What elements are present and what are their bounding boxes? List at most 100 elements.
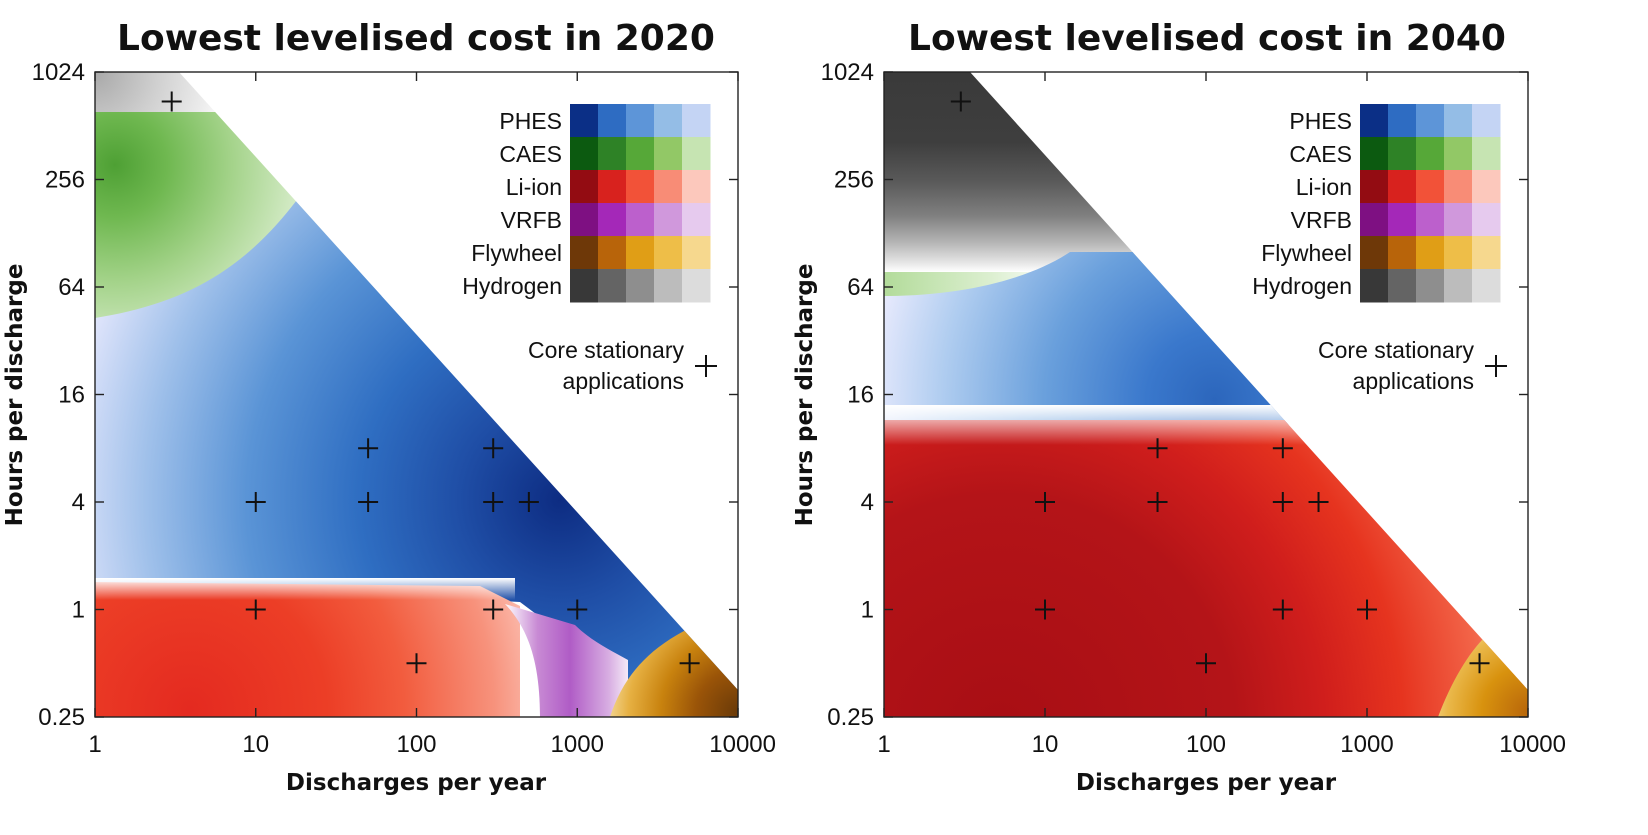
legend-swatch [1444,170,1473,204]
legend-label-vrfb: VRFB [501,207,562,233]
core-application-marker [483,438,504,459]
chart-title: Lowest levelised cost in 2020 [117,18,715,59]
core-application-marker [1357,599,1377,620]
legend-swatch [1444,203,1473,237]
x-tick-label: 10 [242,731,269,758]
legend-swatch [654,137,683,171]
legend-swatch [1388,269,1417,303]
core-application-marker [1469,653,1490,674]
legend-label-flywheel: Flywheel [471,240,562,266]
legend-swatch [598,269,627,303]
y-tick-label: 256 [834,167,874,194]
legend-swatch [654,269,683,303]
core-application-marker [950,91,971,112]
chart-title: Lowest levelised cost in 2040 [908,18,1506,59]
legend-swatch [626,203,655,237]
legend-cross-marker [695,355,717,377]
y-tick-label: 1024 [821,59,874,86]
y-tick-label: 256 [45,167,85,194]
legend-swatch [626,236,655,270]
legend-swatch [682,104,711,138]
y-tick-label: 0.25 [38,704,85,731]
legend-swatch [626,137,655,171]
y-tick-label: 1024 [32,59,85,86]
region-hydrogen [884,72,1144,272]
x-tick-label: 1 [877,731,890,758]
core-application-marker [406,653,427,674]
legend-swatch [626,104,655,138]
legend-swatch [1444,104,1473,138]
legend-swatch [598,203,627,237]
legend-swatch [1416,170,1445,204]
legend-swatch [654,203,683,237]
region-li-ion [95,582,520,717]
legend-label-caes: CAES [1289,141,1352,167]
legend-label-vrfb: VRFB [1291,207,1352,233]
x-tick-label: 1000 [1340,731,1393,758]
legend-core-line1: Core stationary [1318,337,1474,363]
y-tick-label: 64 [58,274,85,301]
legend-swatch [1444,269,1473,303]
legend-swatch [570,104,599,138]
core-application-marker [1147,438,1168,459]
legend: Core stationary applications PHES CAES Li-… [1252,104,1507,394]
legend-swatch [598,170,627,204]
legend-swatch [1416,104,1445,138]
legend-swatch [598,137,627,171]
y-axis-label: Hours per discharge [792,264,818,527]
legend-label-caes: CAES [499,141,562,167]
x-tick-label: 1000 [551,731,604,758]
legend-swatch [1416,203,1445,237]
legend-swatch [1360,104,1389,138]
legend-swatch [1388,170,1417,204]
li-ion-top-fade [95,578,515,600]
legend-swatch [1472,104,1501,138]
legend-core-line2: applications [563,368,684,394]
legend-label-hydrogen: Hydrogen [462,273,562,299]
legend-swatch [1416,269,1445,303]
core-application-marker [1035,492,1055,512]
legend-swatch [598,236,627,270]
core-application-marker [483,599,504,620]
legend-swatch [570,170,599,204]
legend-swatch [626,269,655,303]
region-phes [95,170,738,692]
x-axis-label: Discharges per year [286,770,547,796]
y-tick-label: 16 [847,382,874,409]
legend-swatch [1472,137,1501,171]
y-tick-label: 1 [72,597,85,624]
legend-swatch [1444,236,1473,270]
core-application-marker [1272,438,1293,459]
legend-swatch [682,236,711,270]
legend: Core stationary applications PHES CAES Li-… [462,104,717,394]
legend-swatch [1472,203,1501,237]
legend-swatch [1444,137,1473,171]
legend-swatch [626,170,655,204]
legend-swatch [1472,236,1501,270]
legend-swatch [654,104,683,138]
core-application-marker [1272,492,1293,512]
core-application-markers [161,91,700,674]
core-application-marker [1147,492,1168,512]
legend-swatch [598,104,627,138]
core-application-marker [1035,599,1055,620]
legend-swatch [682,137,711,171]
legend-swatch [1416,236,1445,270]
core-application-marker [245,492,266,512]
core-application-marker [358,492,379,512]
legend-swatch [654,236,683,270]
legend-swatch [1416,137,1445,171]
x-tick-label: 100 [396,731,436,758]
core-application-markers [950,91,1490,674]
y-tick-label: 64 [847,274,874,301]
y-tick-label: 0.25 [827,704,874,731]
chart-2020: Lowest levelised cost in 2020 1 10 100 1000… [2,18,776,796]
y-axis-label: Hours per discharge [2,264,28,527]
legend-swatch [1360,170,1389,204]
core-application-marker [1308,492,1329,512]
core-application-marker [518,492,539,512]
chart-2040: Lowest levelised cost in 2040 1 10 100 1000… [792,18,1566,796]
